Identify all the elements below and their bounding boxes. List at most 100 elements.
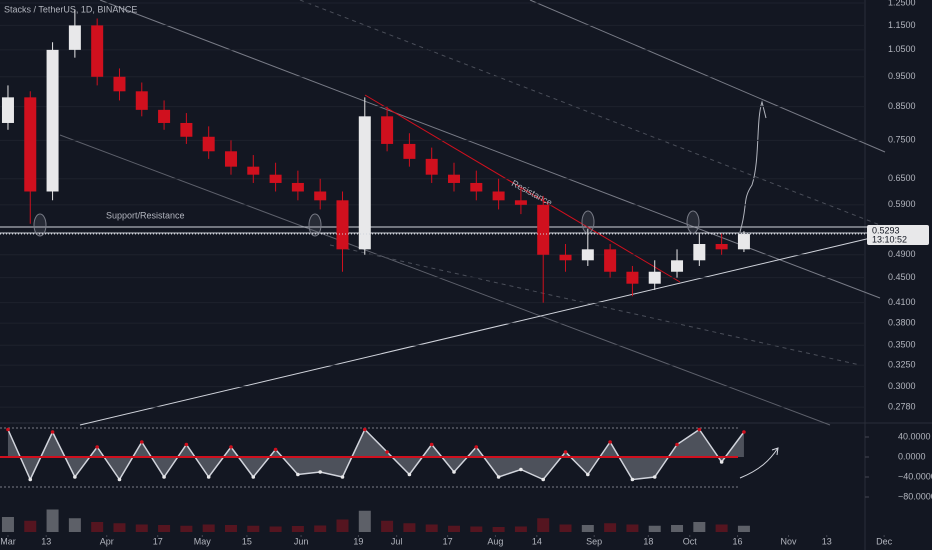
y-tick-label: 0.3500 <box>888 340 916 350</box>
osc-tick-label: −40.0000 <box>898 471 932 481</box>
candle-body <box>1 97 14 123</box>
y-tick-label: 0.3800 <box>888 317 916 327</box>
candle-body <box>492 191 505 201</box>
osc-point <box>28 477 33 482</box>
candle-body <box>671 260 684 272</box>
osc-point <box>675 442 679 447</box>
chart-title: Stacks / TetherUS, 1D, BINANCE <box>4 4 137 14</box>
x-tick-label: 19 <box>353 536 363 546</box>
volume-bar <box>91 522 104 532</box>
candle-body <box>425 158 438 175</box>
osc-point <box>362 427 367 432</box>
osc-point <box>541 477 546 482</box>
x-tick-label: 18 <box>643 536 653 546</box>
y-tick-label: 0.5900 <box>888 199 916 209</box>
y-tick-label: 0.7500 <box>888 135 916 145</box>
osc-point <box>474 445 479 449</box>
y-tick-label: 0.8500 <box>888 101 916 111</box>
candle-body <box>336 200 349 250</box>
x-tick-label: Oct <box>683 536 698 546</box>
volume-bar <box>269 526 282 532</box>
x-tick-label: Aug <box>487 536 503 546</box>
volume-bar <box>68 518 81 532</box>
candle-body <box>514 200 527 205</box>
volume-bar <box>381 520 394 532</box>
volume-bar <box>224 525 237 532</box>
candle-body <box>581 249 594 261</box>
candle-body <box>737 234 750 250</box>
volume-bar <box>514 526 527 532</box>
y-tick-label: 0.3000 <box>888 381 916 391</box>
y-tick-label: 0.4100 <box>888 297 916 307</box>
x-tick-label: May <box>194 536 212 546</box>
volume-bar <box>1 517 14 532</box>
osc-point <box>630 477 635 482</box>
x-tick-label: Jun <box>294 536 309 546</box>
candle-body <box>269 174 282 183</box>
osc-tick-label: 0.0000 <box>898 451 926 461</box>
volume-bar <box>24 520 37 532</box>
volume-bar <box>113 523 126 532</box>
osc-point <box>273 447 278 452</box>
osc-point <box>385 450 389 454</box>
osc-point <box>6 427 10 432</box>
candle-body <box>448 174 461 183</box>
candle-body <box>537 204 550 255</box>
candle-body <box>381 116 394 144</box>
x-tick-label: 17 <box>443 536 453 546</box>
drawings <box>0 0 886 488</box>
osc-point <box>229 445 233 449</box>
osc-point <box>452 470 456 474</box>
osc-point <box>742 430 746 434</box>
y-tick-label: 1.1500 <box>888 20 916 30</box>
channel-mid <box>329 244 861 366</box>
x-tick-label: 13 <box>822 536 832 546</box>
y-tick-label: 0.9500 <box>888 71 916 81</box>
highlight <box>308 213 322 237</box>
candle-body <box>403 143 416 159</box>
y-tick-label: 1.0500 <box>888 44 916 54</box>
volume-bar <box>626 524 639 532</box>
osc-point <box>162 475 166 479</box>
candle-body <box>715 244 728 250</box>
osc-point <box>563 450 568 454</box>
osc-point <box>206 475 211 479</box>
osc-point <box>407 472 412 477</box>
last-price-label: 0.5293 <box>872 225 900 235</box>
candle-body <box>158 109 171 123</box>
volume-bar <box>604 523 617 532</box>
candle-body <box>135 91 148 110</box>
osc-point <box>95 445 99 449</box>
x-tick-label: Mar <box>0 536 16 546</box>
candle-body <box>693 244 706 261</box>
osc-point <box>608 440 612 444</box>
candle-body <box>113 76 126 92</box>
price-tag <box>867 225 929 246</box>
x-tick-label: Jul <box>391 536 403 546</box>
volume-bar <box>648 525 661 532</box>
y-tick-label: 0.4500 <box>888 272 916 282</box>
osc-area <box>7 429 744 480</box>
x-tick-label: Sep <box>586 536 602 546</box>
volume-bar <box>202 524 215 532</box>
candle-body <box>24 97 37 192</box>
osc-point <box>251 475 256 479</box>
osc-point <box>697 427 702 432</box>
candle-body <box>180 122 193 137</box>
x-tick-label: Apr <box>100 536 114 546</box>
y-tick-label: 0.4900 <box>888 249 916 259</box>
osc-point <box>50 430 55 434</box>
volume-bar <box>158 525 171 532</box>
candle-body <box>291 182 304 192</box>
osc-point <box>586 472 590 477</box>
volume-bar <box>291 526 304 532</box>
y-tick-label: 0.6500 <box>888 173 916 183</box>
candle-body <box>604 249 617 272</box>
osc-tick-label: −80.0000 <box>898 491 932 501</box>
volume-bar <box>358 510 371 532</box>
osc-point <box>719 460 724 464</box>
candle-body <box>470 182 483 192</box>
candle-body <box>559 254 572 261</box>
highlight <box>686 210 700 234</box>
